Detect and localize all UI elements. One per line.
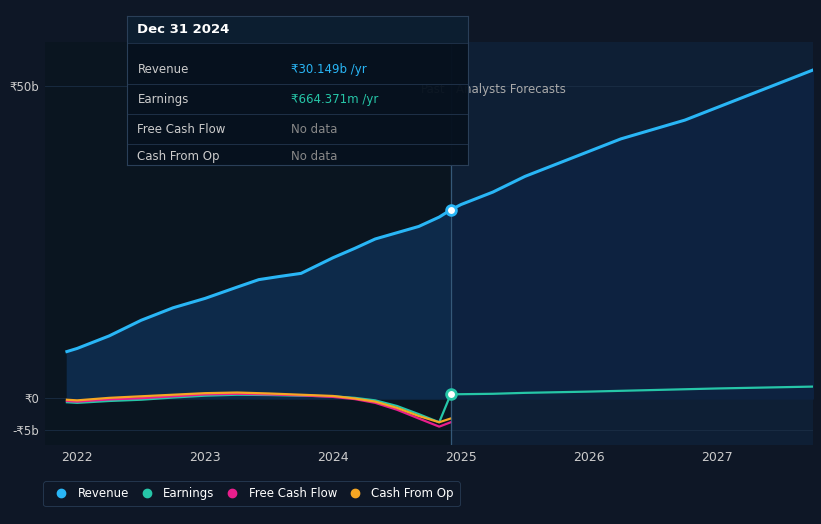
Bar	[451, 42, 813, 445]
Bar	[45, 42, 451, 445]
Text: Past: Past	[421, 83, 446, 96]
Text: Dec 31 2024: Dec 31 2024	[137, 24, 230, 36]
Text: Revenue: Revenue	[137, 63, 189, 76]
Text: Earnings: Earnings	[137, 93, 189, 106]
Legend: Revenue, Earnings, Free Cash Flow, Cash From Op: Revenue, Earnings, Free Cash Flow, Cash …	[44, 481, 460, 506]
Text: Free Cash Flow: Free Cash Flow	[137, 123, 226, 136]
Text: Analysts Forecasts: Analysts Forecasts	[456, 83, 566, 96]
Text: No data: No data	[291, 123, 337, 136]
Text: No data: No data	[291, 149, 337, 162]
Text: ₹30.149b /yr: ₹30.149b /yr	[291, 63, 366, 76]
Text: ₹664.371m /yr: ₹664.371m /yr	[291, 93, 378, 106]
Text: Cash From Op: Cash From Op	[137, 149, 220, 162]
FancyBboxPatch shape	[127, 16, 468, 42]
